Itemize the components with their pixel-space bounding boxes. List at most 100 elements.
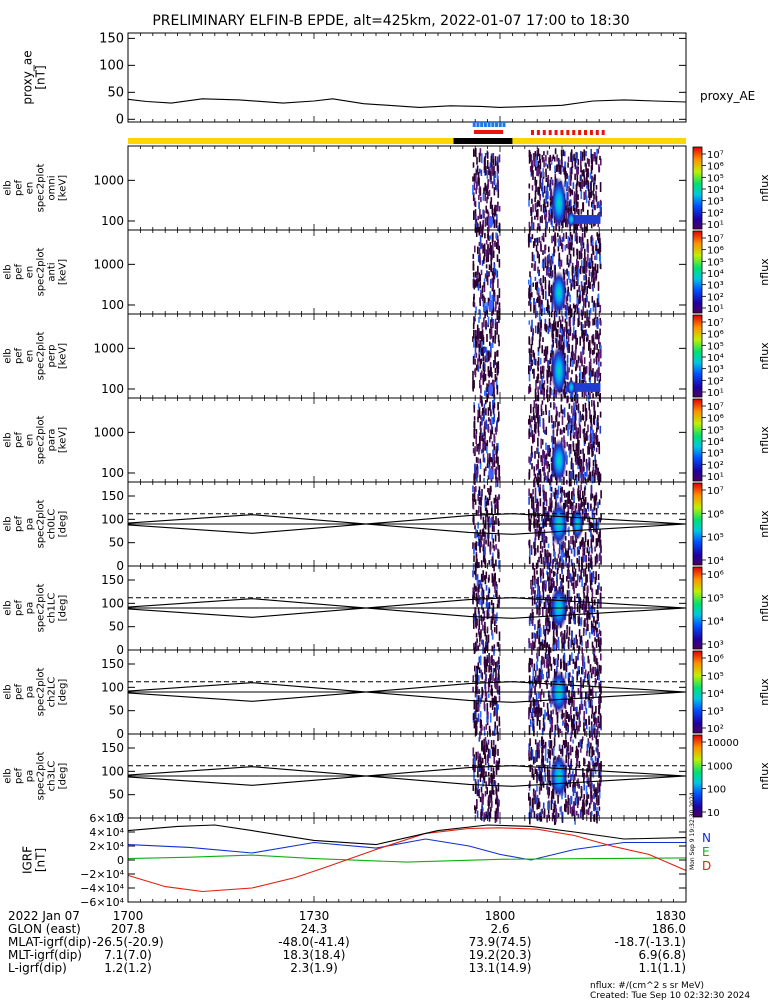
flux-cell xyxy=(592,237,594,245)
flux-cell xyxy=(599,713,602,723)
flux-cell xyxy=(537,576,539,587)
flux-cell xyxy=(485,666,488,673)
flux-cell xyxy=(597,401,599,408)
flux-cell xyxy=(567,580,570,589)
flux-cell xyxy=(580,474,583,485)
flux-cell xyxy=(575,360,578,368)
flux-cell xyxy=(492,320,494,329)
flux-cell xyxy=(566,441,568,447)
flux-cell xyxy=(588,557,590,562)
flux-cell xyxy=(588,551,590,557)
flux-cell xyxy=(545,219,547,229)
flux-cell xyxy=(595,469,598,476)
flux-cell xyxy=(476,330,479,340)
flux-cell xyxy=(490,333,493,339)
flux-cell xyxy=(479,148,482,157)
flux-cell xyxy=(472,384,474,392)
flux-cell xyxy=(600,586,602,592)
flux-cell xyxy=(572,583,574,590)
flux-cell xyxy=(560,404,563,414)
flux-cell xyxy=(541,154,544,160)
flux-cell xyxy=(582,242,585,249)
flux-cell xyxy=(537,266,539,274)
y-axis-label-line: omni xyxy=(47,176,58,201)
colorbar-gradient xyxy=(692,398,703,482)
flux-cell xyxy=(489,279,492,288)
flux-cell xyxy=(488,350,491,361)
flux-cell xyxy=(534,308,537,316)
flux-cell xyxy=(576,557,578,564)
flux-cell xyxy=(534,261,537,271)
flux-cell xyxy=(495,380,498,389)
flux-cell xyxy=(478,595,480,602)
flux-cell xyxy=(555,496,557,507)
flux-cell xyxy=(545,349,547,357)
flux-cell xyxy=(594,655,597,663)
flux-cell xyxy=(589,409,591,419)
flux-cell xyxy=(586,468,588,478)
flux-cell xyxy=(581,537,584,546)
flux-cell xyxy=(573,692,576,700)
flux-cell xyxy=(472,253,475,259)
flux-cell xyxy=(486,209,489,214)
flux-cell xyxy=(569,326,572,332)
flux-cell xyxy=(592,518,595,525)
flux-cell xyxy=(486,302,488,310)
flux-cell xyxy=(568,590,571,600)
flux-cell xyxy=(571,166,573,175)
flux-cell xyxy=(591,701,593,708)
flux-cell xyxy=(555,406,558,417)
flux-cell xyxy=(591,731,594,741)
flux-cell xyxy=(495,476,498,483)
flux-cell xyxy=(497,509,499,516)
flux-cell xyxy=(596,420,598,427)
flux-cell xyxy=(528,488,530,496)
flux-cell xyxy=(583,285,585,296)
flux-cell xyxy=(528,509,530,517)
flux-cell xyxy=(474,201,477,207)
flux-cell xyxy=(542,557,545,565)
flux-cell xyxy=(548,445,550,452)
colorbar-tick-label: 10⁷ xyxy=(707,318,724,329)
flux-cell xyxy=(492,659,495,667)
flux-cell xyxy=(481,370,483,378)
flux-cell xyxy=(554,236,557,243)
flux-cell xyxy=(546,460,548,469)
flux-cell xyxy=(492,293,495,298)
flux-cell xyxy=(530,712,533,719)
flux-cell xyxy=(549,163,551,168)
flux-cell xyxy=(592,245,594,255)
flux-cell xyxy=(530,445,533,455)
flux-cell xyxy=(488,166,490,171)
colorbar-label: nflux xyxy=(758,426,771,454)
flux-cell xyxy=(594,374,596,384)
y-axis-label-line: proxy_ae xyxy=(21,50,35,104)
flux-cell xyxy=(577,201,579,208)
flux-cell xyxy=(537,357,540,366)
flux-cell xyxy=(566,550,568,558)
flux-cell xyxy=(529,680,532,689)
flux-cell xyxy=(593,512,596,518)
flux-cell xyxy=(491,317,493,323)
flux-cell xyxy=(577,573,579,580)
y-tick-label: 100 xyxy=(101,512,124,526)
flux-cell xyxy=(546,549,549,557)
flux-cell xyxy=(543,561,546,569)
flux-cell xyxy=(476,464,478,471)
flux-cell xyxy=(593,183,595,192)
flux-cell xyxy=(475,529,477,539)
flux-cell xyxy=(579,686,582,692)
flux-cell xyxy=(570,516,572,527)
flux-cell xyxy=(544,709,546,720)
flux-cell xyxy=(575,434,578,440)
flux-cell xyxy=(473,329,475,340)
colorbar-tick-label: 10⁷ xyxy=(707,234,724,245)
flux-cell xyxy=(580,691,583,698)
flux-cell xyxy=(571,234,573,240)
flux-cell xyxy=(595,589,598,595)
flux-cell xyxy=(590,607,593,614)
flux-cell xyxy=(542,337,544,342)
flux-cell xyxy=(577,457,579,466)
flux-cell xyxy=(485,240,488,245)
figure-title: PRELIMINARY ELFIN-B EPDE, alt=425km, 202… xyxy=(152,13,629,29)
